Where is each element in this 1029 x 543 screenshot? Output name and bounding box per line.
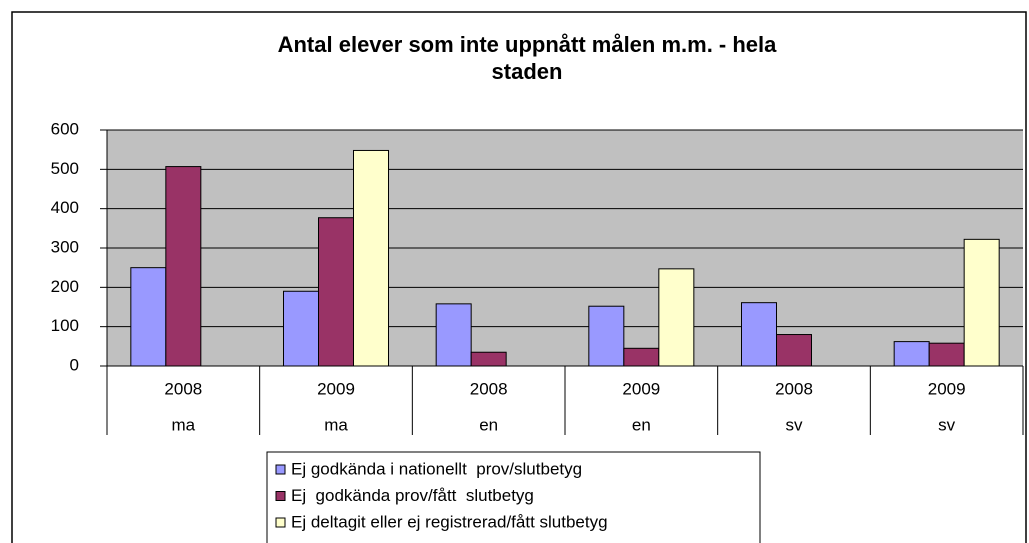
chart-title: staden — [492, 59, 563, 84]
x-group-label: ma — [324, 415, 348, 434]
x-tick-label: 2008 — [164, 379, 202, 398]
bar — [588, 305, 625, 367]
x-group-label: en — [479, 415, 498, 434]
x-group-label: sv — [938, 415, 956, 434]
legend-label: Ej godkända i nationellt prov/slutbetyg — [291, 459, 582, 478]
bar — [928, 342, 965, 367]
legend-label: Ej deltagit eller ej registrerad/fått sl… — [291, 512, 608, 531]
bar — [893, 341, 930, 367]
x-group-label: en — [632, 415, 651, 434]
legend-marker — [275, 464, 286, 475]
bar — [130, 267, 167, 367]
bar — [658, 268, 695, 367]
chart-title: Antal elever som inte uppnått målen m.m.… — [278, 32, 778, 57]
bar — [435, 303, 472, 367]
bar — [623, 347, 660, 367]
x-group-label: ma — [172, 415, 196, 434]
y-tick-label: 200 — [51, 277, 79, 296]
bar — [165, 166, 202, 367]
bar — [470, 351, 507, 367]
x-group-label: sv — [786, 415, 804, 434]
x-tick-label: 2008 — [775, 379, 813, 398]
legend-marker — [275, 517, 286, 528]
y-tick-label: 500 — [51, 159, 79, 178]
legend-marker — [275, 491, 286, 501]
y-tick-label: 0 — [70, 355, 79, 374]
x-tick-label: 2009 — [928, 379, 966, 398]
bar — [776, 334, 812, 367]
bar — [741, 302, 777, 367]
y-tick-label: 400 — [51, 198, 79, 217]
bar — [963, 238, 1000, 367]
bar — [353, 149, 389, 367]
y-tick-label: 300 — [51, 237, 79, 256]
x-tick-label: 2009 — [317, 379, 355, 398]
legend-label: Ej godkända prov/fått slutbetyg — [291, 486, 534, 505]
x-tick-label: 2009 — [622, 379, 660, 398]
x-tick-label: 2008 — [470, 379, 508, 398]
bar — [283, 290, 319, 367]
legend-box — [266, 451, 761, 543]
y-tick-label: 100 — [51, 316, 79, 335]
y-tick-label: 600 — [51, 119, 79, 138]
bar — [318, 217, 354, 367]
